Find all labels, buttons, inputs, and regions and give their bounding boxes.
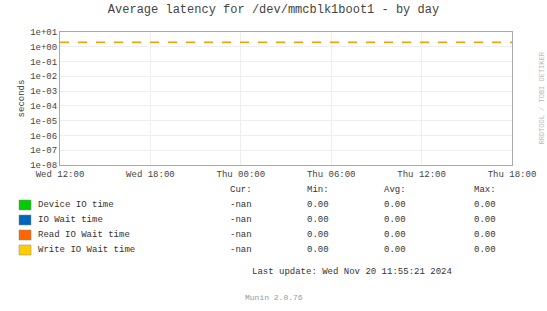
svg-text:-nan: -nan bbox=[230, 245, 252, 255]
svg-text:1e-01: 1e-01 bbox=[30, 58, 57, 68]
svg-text:0.00: 0.00 bbox=[384, 215, 406, 225]
svg-text:Thu 12:00: Thu 12:00 bbox=[397, 170, 446, 180]
svg-text:1e-02: 1e-02 bbox=[30, 72, 57, 82]
svg-text:1e-05: 1e-05 bbox=[30, 117, 57, 127]
svg-text:1e+01: 1e+01 bbox=[30, 28, 57, 38]
svg-text:0.00: 0.00 bbox=[307, 215, 329, 225]
svg-text:0.00: 0.00 bbox=[307, 230, 329, 240]
svg-text:Average latency for /dev/mmcbl: Average latency for /dev/mmcblk1boot1 - … bbox=[108, 3, 439, 17]
svg-text:0.00: 0.00 bbox=[384, 200, 406, 210]
svg-text:0.00: 0.00 bbox=[474, 200, 496, 210]
svg-text:0.00: 0.00 bbox=[474, 215, 496, 225]
svg-text:Avg:: Avg: bbox=[384, 185, 406, 195]
svg-text:0.00: 0.00 bbox=[474, 230, 496, 240]
svg-text:-nan: -nan bbox=[230, 215, 252, 225]
svg-text:Min:: Min: bbox=[307, 185, 329, 195]
svg-text:Munin 2.0.76: Munin 2.0.76 bbox=[245, 293, 303, 302]
svg-text:0.00: 0.00 bbox=[474, 245, 496, 255]
svg-text:Cur:: Cur: bbox=[230, 185, 252, 195]
svg-text:1e-03: 1e-03 bbox=[30, 87, 57, 97]
svg-text:Read IO Wait time: Read IO Wait time bbox=[38, 230, 130, 240]
svg-text:0.00: 0.00 bbox=[307, 245, 329, 255]
svg-text:1e-08: 1e-08 bbox=[30, 161, 57, 171]
svg-text:Thu 00:00: Thu 00:00 bbox=[216, 170, 265, 180]
svg-text:Thu 18:00: Thu 18:00 bbox=[488, 170, 537, 180]
svg-text:1e-07: 1e-07 bbox=[30, 146, 57, 156]
svg-text:IO Wait time: IO Wait time bbox=[38, 215, 103, 225]
svg-text:1e-04: 1e-04 bbox=[30, 102, 57, 112]
svg-text:Thu 06:00: Thu 06:00 bbox=[307, 170, 356, 180]
svg-text:Max:: Max: bbox=[474, 185, 496, 195]
svg-text:0.00: 0.00 bbox=[307, 200, 329, 210]
svg-text:Last update: Wed Nov 20 11:55:: Last update: Wed Nov 20 11:55:21 2024 bbox=[252, 267, 452, 277]
svg-text:1e-06: 1e-06 bbox=[30, 132, 57, 142]
svg-text:Wed 18:00: Wed 18:00 bbox=[126, 170, 175, 180]
svg-text:0.00: 0.00 bbox=[384, 230, 406, 240]
svg-text:1e+00: 1e+00 bbox=[30, 43, 57, 53]
svg-text:seconds: seconds bbox=[17, 80, 27, 118]
svg-text:Write IO Wait time: Write IO Wait time bbox=[38, 245, 135, 255]
svg-text:Wed 12:00: Wed 12:00 bbox=[36, 170, 85, 180]
svg-text:RRDTOOL / TOBI OETIKER: RRDTOOL / TOBI OETIKER bbox=[538, 51, 546, 144]
svg-text:-nan: -nan bbox=[230, 200, 252, 210]
svg-text:Device IO time: Device IO time bbox=[38, 200, 114, 210]
svg-text:-nan: -nan bbox=[230, 230, 252, 240]
svg-text:0.00: 0.00 bbox=[384, 245, 406, 255]
